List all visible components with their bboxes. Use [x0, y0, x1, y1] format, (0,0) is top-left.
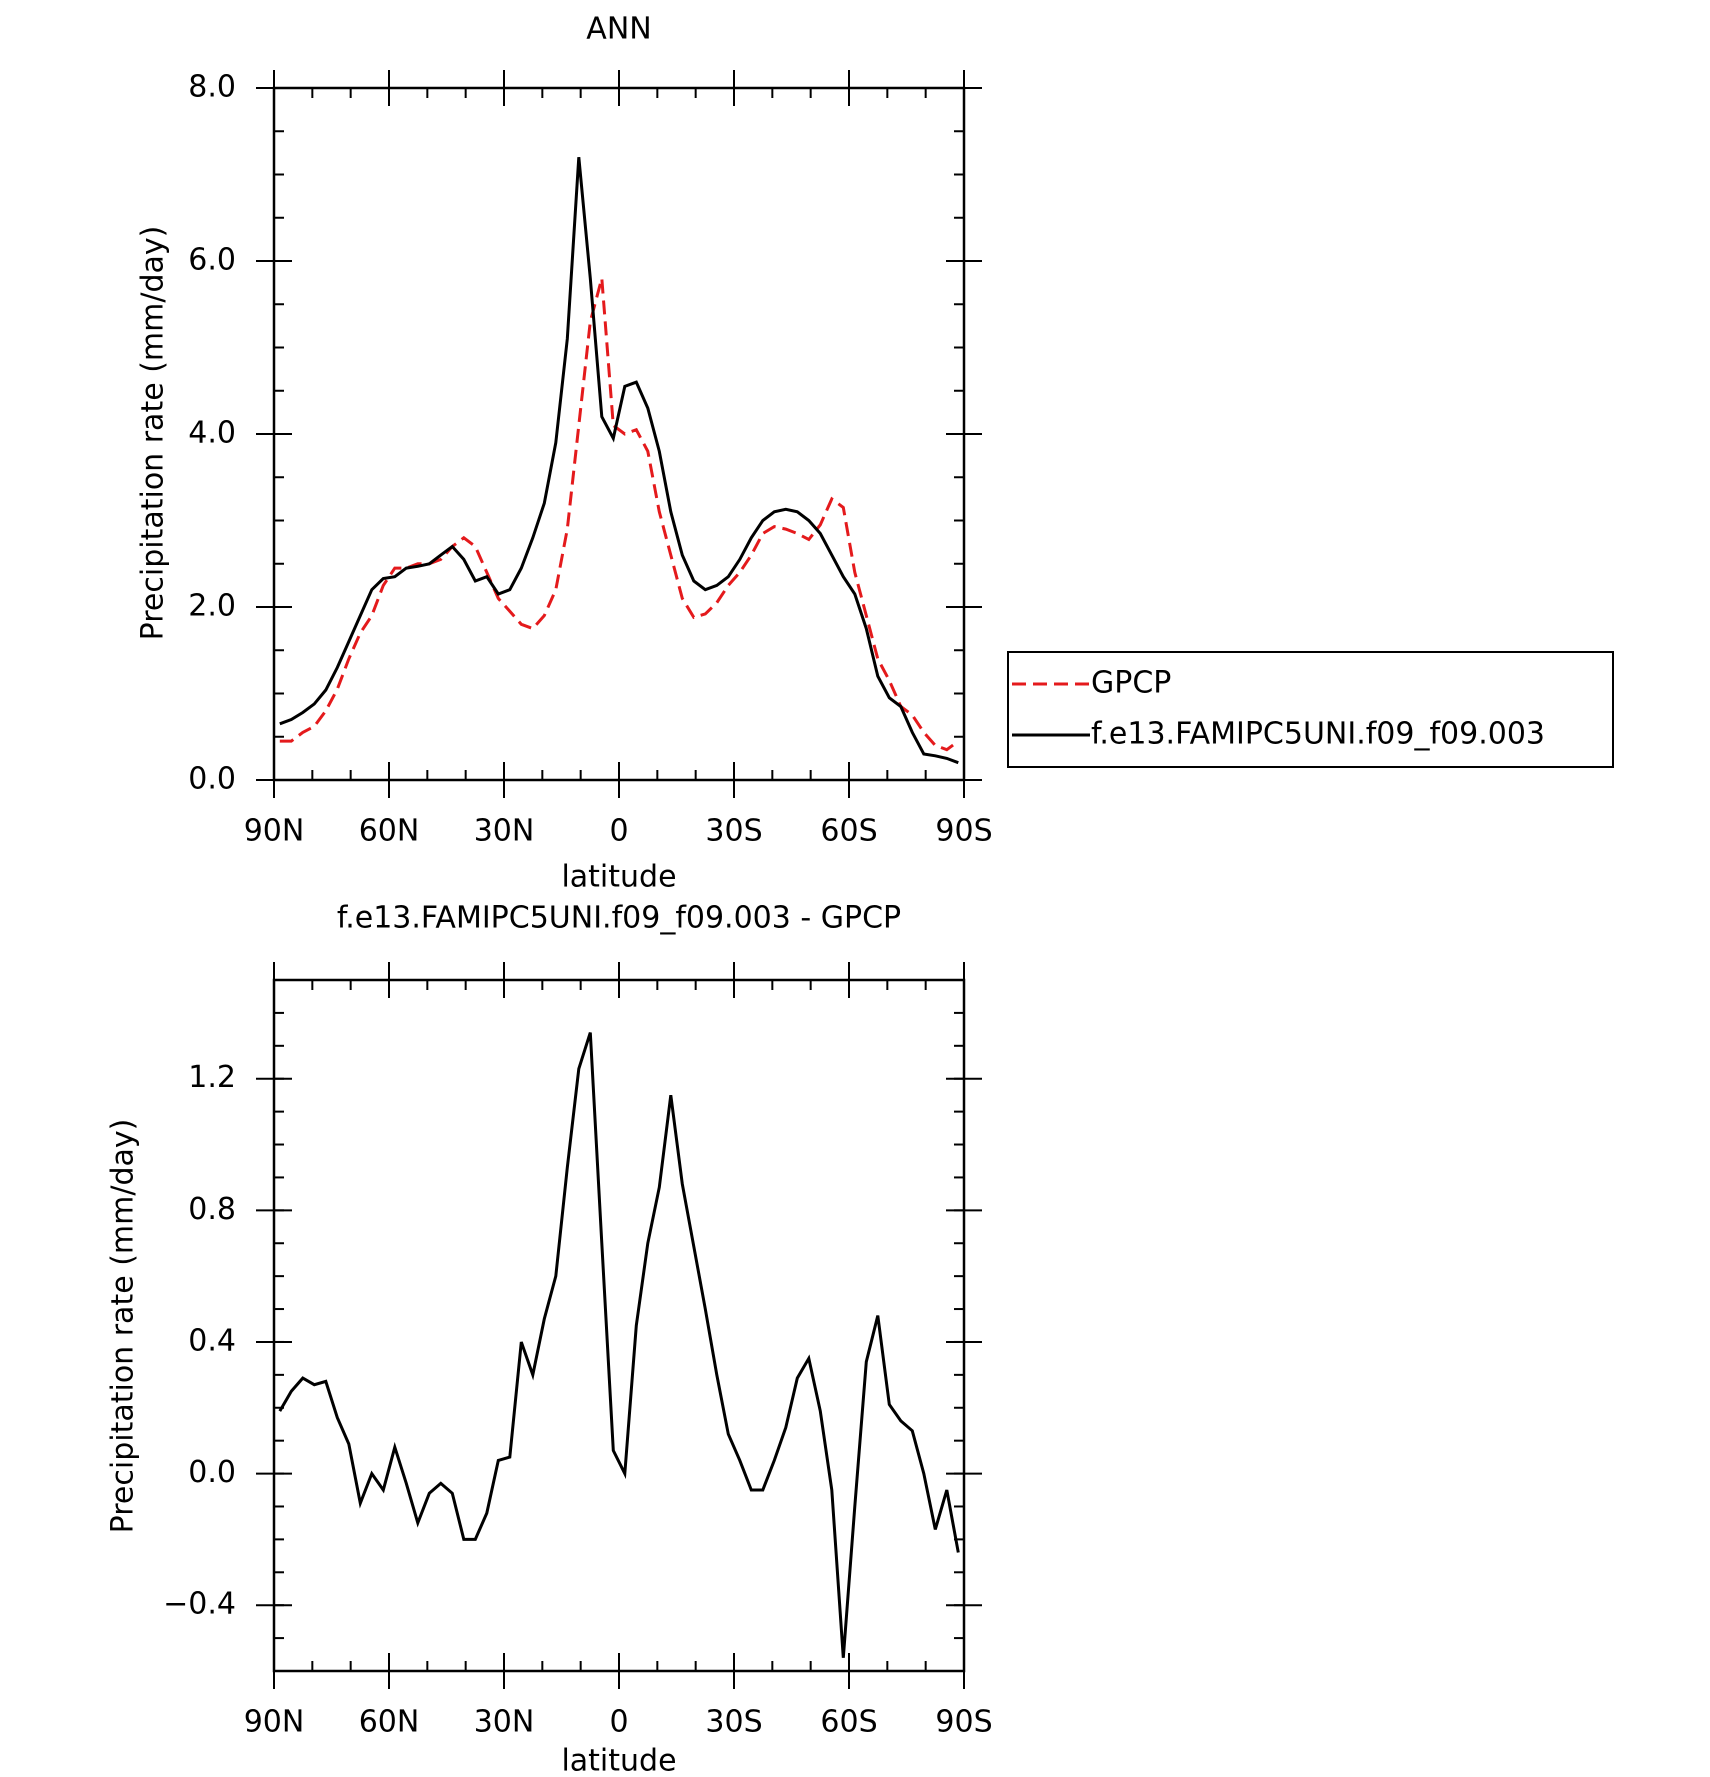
- y-tick-label: −0.4: [163, 1587, 236, 1622]
- x-axis-label: latitude: [561, 1744, 676, 1777]
- x-tick-label: 30N: [474, 1705, 535, 1740]
- legend-label: f.e13.FAMIPC5UNI.f09_f09.003: [1091, 717, 1545, 752]
- y-axis-label: Precipitation rate (mm/day): [106, 1119, 141, 1534]
- chart-title: ANN: [586, 12, 651, 47]
- data-line: [279, 157, 959, 765]
- x-tick-label: 90S: [935, 1705, 992, 1740]
- data-line: [278, 1032, 960, 1658]
- x-tick-label: 60N: [359, 814, 420, 849]
- x-tick-label: 30S: [705, 1705, 762, 1740]
- x-tick-label: 90N: [244, 814, 305, 849]
- x-tick-label: 90S: [935, 814, 992, 849]
- y-tick-label: 1.2: [188, 1060, 236, 1095]
- y-tick-label: 8.0: [188, 70, 236, 105]
- x-axis-label: latitude: [561, 860, 676, 895]
- y-tick-label: 0.4: [188, 1323, 236, 1358]
- x-tick-label: 0: [609, 1705, 628, 1740]
- y-tick-label: 0.0: [188, 1455, 236, 1490]
- y-tick-label: 2.0: [188, 589, 236, 624]
- x-tick-label: 90N: [244, 1705, 305, 1740]
- y-tick-label: 6.0: [188, 243, 236, 278]
- x-tick-label: 60S: [820, 814, 877, 849]
- x-tick-label: 60N: [359, 1705, 420, 1740]
- y-tick-label: 0.8: [188, 1192, 236, 1227]
- x-tick-label: 0: [609, 814, 628, 849]
- x-tick-label: 60S: [820, 1705, 877, 1740]
- chart-title: f.e13.FAMIPC5UNI.f09_f09.003 - GPCP: [337, 901, 901, 936]
- data-line: [279, 277, 960, 752]
- y-axis-label: Precipitation rate (mm/day): [136, 226, 171, 641]
- y-tick-label: 4.0: [188, 416, 236, 451]
- y-tick-label: 0.0: [188, 762, 236, 797]
- plot-frame: [272, 978, 966, 1673]
- x-tick-label: 30S: [705, 814, 762, 849]
- legend-label: GPCP: [1091, 666, 1171, 701]
- legend-box: [1007, 651, 1614, 768]
- plot-frame: [272, 86, 966, 782]
- x-tick-label: 30N: [474, 814, 535, 849]
